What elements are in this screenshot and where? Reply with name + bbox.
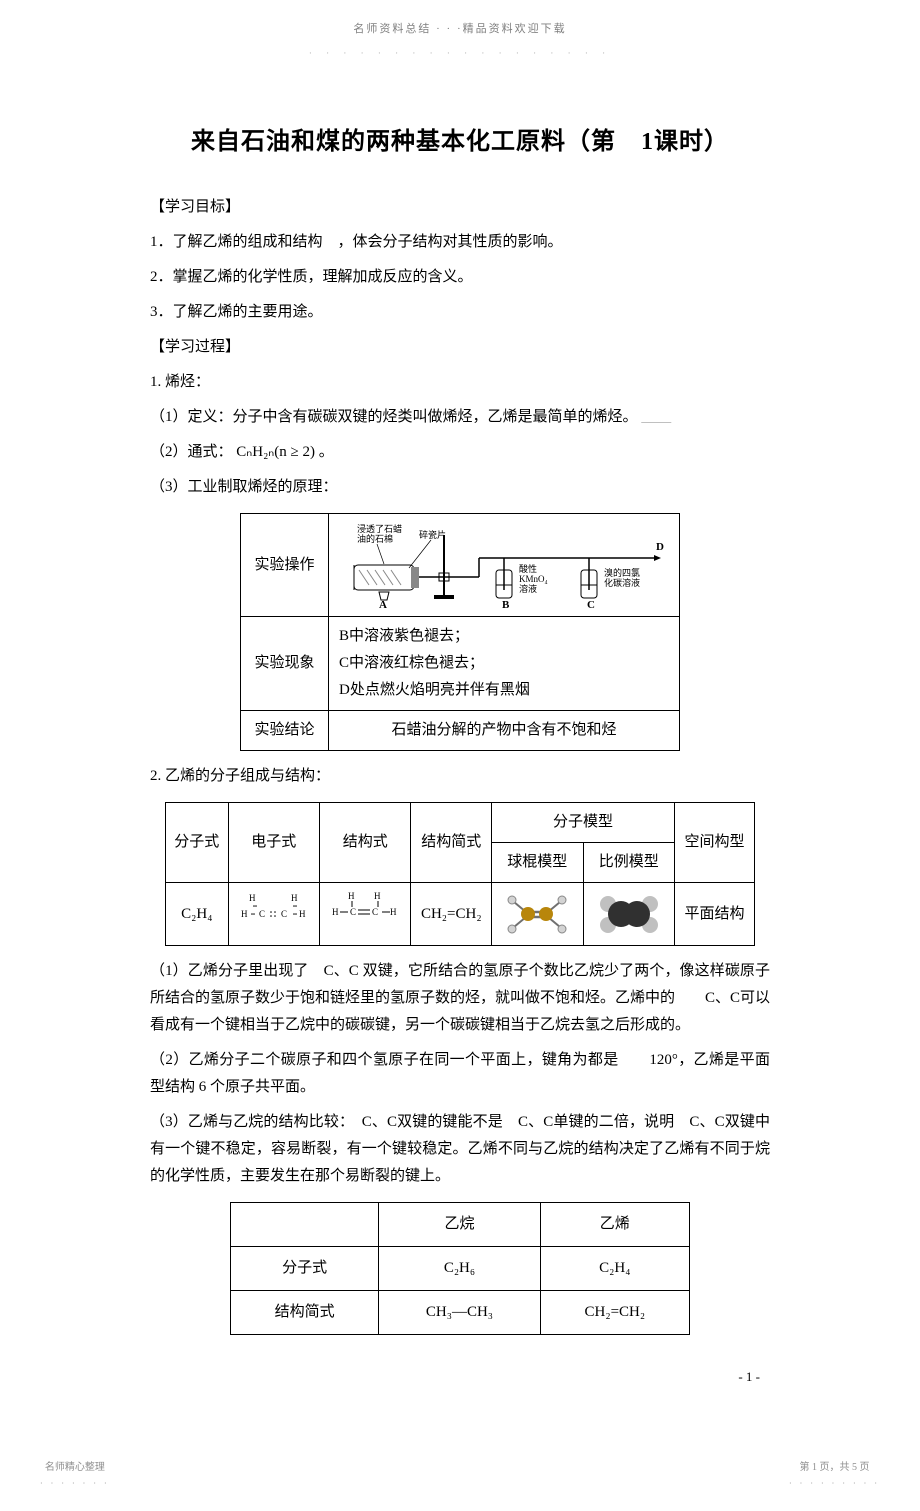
svg-text:C: C bbox=[587, 599, 595, 610]
structure-table-wrap: 分子式 电子式 结构式 结构简式 分子模型 空间构型 球棍模型 比例模型 C₂H… bbox=[150, 802, 770, 946]
experiment-table: 实验操作 bbox=[240, 513, 680, 751]
cmp-r1b: C₂H₄ bbox=[540, 1247, 689, 1291]
st-h5b: 比例模型 bbox=[583, 843, 674, 883]
header-dots: · · · · · · · · · · · · · · · · · · bbox=[0, 45, 920, 61]
cmp-h2: 乙烷 bbox=[379, 1203, 540, 1247]
svg-text:H: H bbox=[348, 891, 355, 901]
experiment-diagram: 浸透了石蜡 油的石棉 碎瓷片 酸性 KMnO₄ 溶液 溴的四氯 化碳溶液 A B… bbox=[339, 520, 669, 610]
st-c4: CH₂=CH₂ bbox=[411, 883, 492, 946]
st-h2: 电子式 bbox=[228, 803, 319, 883]
footer-left-text: 名师精心整理 bbox=[40, 1459, 110, 1477]
experiment-table-wrap: 实验操作 bbox=[150, 513, 770, 751]
header-top-text: 名师资料总结 · · ·精品资料欢迎下载 bbox=[0, 20, 920, 40]
lewis-structure: H H H C C H bbox=[239, 889, 309, 929]
compare-table: 乙烷 乙烯 分子式 C₂H₆ C₂H₄ 结构简式 CH₃—CH₃ CH₂=CH₂ bbox=[230, 1202, 690, 1335]
main-content: 来自石油和煤的两种基本化工原料（第 1课时） 【学习目标】 1．了解乙烯的组成和… bbox=[0, 121, 920, 1335]
svg-text:H: H bbox=[332, 907, 339, 917]
svg-text:D: D bbox=[656, 541, 664, 553]
process-heading: 【学习过程】 bbox=[150, 334, 770, 361]
st-c1: C₂H₄ bbox=[166, 883, 229, 946]
underline-blank-1 bbox=[641, 409, 671, 425]
st-c5b-spacefill bbox=[583, 883, 674, 946]
svg-text:碎瓷片: 碎瓷片 bbox=[419, 529, 446, 540]
objective-3: 3．了解乙烯的主要用途。 bbox=[150, 299, 770, 326]
objectives-heading: 【学习目标】 bbox=[150, 194, 770, 221]
svg-text:酸性: 酸性 bbox=[519, 563, 537, 574]
exp-row2-text: B中溶液紫色褪去； C中溶液红棕色褪去； D处点燃火焰明亮并伴有黑烟 bbox=[329, 617, 680, 711]
objective-1: 1．了解乙烯的组成和结构 ，体会分子结构对其性质的影响。 bbox=[150, 229, 770, 256]
st-h5: 分子模型 bbox=[492, 803, 675, 843]
st-h6: 空间构型 bbox=[675, 803, 755, 883]
footer-left: 名师精心整理 · · · · · · · bbox=[40, 1459, 110, 1491]
page-title: 来自石油和煤的两种基本化工原料（第 1课时） bbox=[150, 121, 770, 164]
para-explain-3: （3）乙烯与乙烷的结构比较： C、C双键的键能不是 C、C单键的二倍，说明 C、… bbox=[150, 1109, 770, 1190]
svg-text:H: H bbox=[299, 909, 306, 919]
svg-text:C: C bbox=[350, 907, 356, 917]
svg-text:浸透了石蜡: 浸透了石蜡 bbox=[357, 523, 402, 534]
para-explain-2: （2）乙烯分子二个碳原子和四个氢原子在同一个平面上，键角为都是 120°，乙烯是… bbox=[150, 1047, 770, 1101]
svg-text:H: H bbox=[374, 891, 381, 901]
st-c3-structural: H H H H C C bbox=[320, 883, 411, 946]
exp-row1-label: 实验操作 bbox=[241, 514, 329, 617]
para-1-2-formula: CₙH₂ₙ(n ≥ 2) 。 bbox=[236, 444, 334, 460]
page-footer: 名师精心整理 · · · · · · · 第 1 页，共 5 页 · · · ·… bbox=[0, 1459, 920, 1491]
svg-text:H: H bbox=[291, 893, 298, 903]
st-c6: 平面结构 bbox=[675, 883, 755, 946]
exp-diagram-cell: 浸透了石蜡 油的石棉 碎瓷片 酸性 KMnO₄ 溶液 溴的四氯 化碳溶液 A B… bbox=[329, 514, 680, 617]
svg-text:H: H bbox=[249, 893, 256, 903]
structure-table: 分子式 电子式 结构式 结构简式 分子模型 空间构型 球棍模型 比例模型 C₂H… bbox=[165, 802, 755, 946]
svg-text:C: C bbox=[259, 909, 265, 919]
para-1-2-pre: （2）通式： bbox=[150, 444, 233, 460]
para-1: 1. 烯烃： bbox=[150, 369, 770, 396]
structural-formula: H H H H C C bbox=[330, 889, 400, 929]
cmp-r1a: C₂H₆ bbox=[379, 1247, 540, 1291]
ball-stick-model bbox=[502, 892, 572, 937]
footer-right: 第 1 页，共 5 页 · · · · · · · · · bbox=[789, 1459, 880, 1491]
svg-text:H: H bbox=[241, 909, 248, 919]
para-2: 2. 乙烯的分子组成与结构： bbox=[150, 763, 770, 790]
cmp-h3: 乙烯 bbox=[540, 1203, 689, 1247]
objective-2: 2．掌握乙烯的化学性质，理解加成反应的含义。 bbox=[150, 264, 770, 291]
space-filling-model bbox=[594, 892, 664, 937]
cmp-r2a: CH₃—CH₃ bbox=[379, 1291, 540, 1335]
para-explain-1: （1）乙烯分子里出现了 C、C 双键，它所结合的氢原子个数比乙烷少了两个，像这样… bbox=[150, 958, 770, 1039]
para-1-1: （1）定义：分子中含有碳碳双键的烃类叫做烯烃，乙烯是最简单的烯烃。 bbox=[150, 404, 770, 431]
svg-text:B: B bbox=[502, 599, 510, 610]
svg-text:H: H bbox=[390, 907, 397, 917]
svg-text:A: A bbox=[379, 599, 387, 610]
st-h3: 结构式 bbox=[320, 803, 411, 883]
st-h5a: 球棍模型 bbox=[492, 843, 583, 883]
svg-text:C: C bbox=[281, 909, 287, 919]
st-c5a-ballstick bbox=[492, 883, 583, 946]
para-1-2: （2）通式： CₙH₂ₙ(n ≥ 2) 。 bbox=[150, 439, 770, 466]
compare-table-wrap: 乙烷 乙烯 分子式 C₂H₆ C₂H₄ 结构简式 CH₃—CH₃ CH₂=CH₂ bbox=[150, 1202, 770, 1335]
footer-right-dots: · · · · · · · · · bbox=[789, 1477, 880, 1491]
cmp-r2: 结构简式 bbox=[231, 1291, 379, 1335]
para-1-1-text: （1）定义：分子中含有碳碳双键的烃类叫做烯烃，乙烯是最简单的烯烃。 bbox=[150, 409, 638, 425]
svg-text:油的石棉: 油的石棉 bbox=[357, 533, 393, 544]
svg-text:化碳溶液: 化碳溶液 bbox=[604, 577, 640, 588]
footer-left-dots: · · · · · · · bbox=[40, 1477, 110, 1491]
para-1-3: （3）工业制取烯烃的原理： bbox=[150, 474, 770, 501]
cmp-h1 bbox=[231, 1203, 379, 1247]
footer-right-text: 第 1 页，共 5 页 bbox=[789, 1459, 880, 1477]
st-c2-lewis: H H H C C H bbox=[228, 883, 319, 946]
exp-row2-label: 实验现象 bbox=[241, 617, 329, 711]
svg-text:溴的四氯: 溴的四氯 bbox=[604, 567, 640, 578]
exp-row3-text: 石蜡油分解的产物中含有不饱和烃 bbox=[329, 711, 680, 751]
st-h4: 结构简式 bbox=[411, 803, 492, 883]
svg-text:溶液: 溶液 bbox=[519, 583, 537, 594]
cmp-r2b: CH₂=CH₂ bbox=[540, 1291, 689, 1335]
svg-text:C: C bbox=[372, 907, 378, 917]
svg-text:KMnO₄: KMnO₄ bbox=[519, 574, 548, 584]
page-number: - 1 - bbox=[0, 1365, 920, 1388]
exp-row3-label: 实验结论 bbox=[241, 711, 329, 751]
st-h1: 分子式 bbox=[166, 803, 229, 883]
cmp-r1: 分子式 bbox=[231, 1247, 379, 1291]
